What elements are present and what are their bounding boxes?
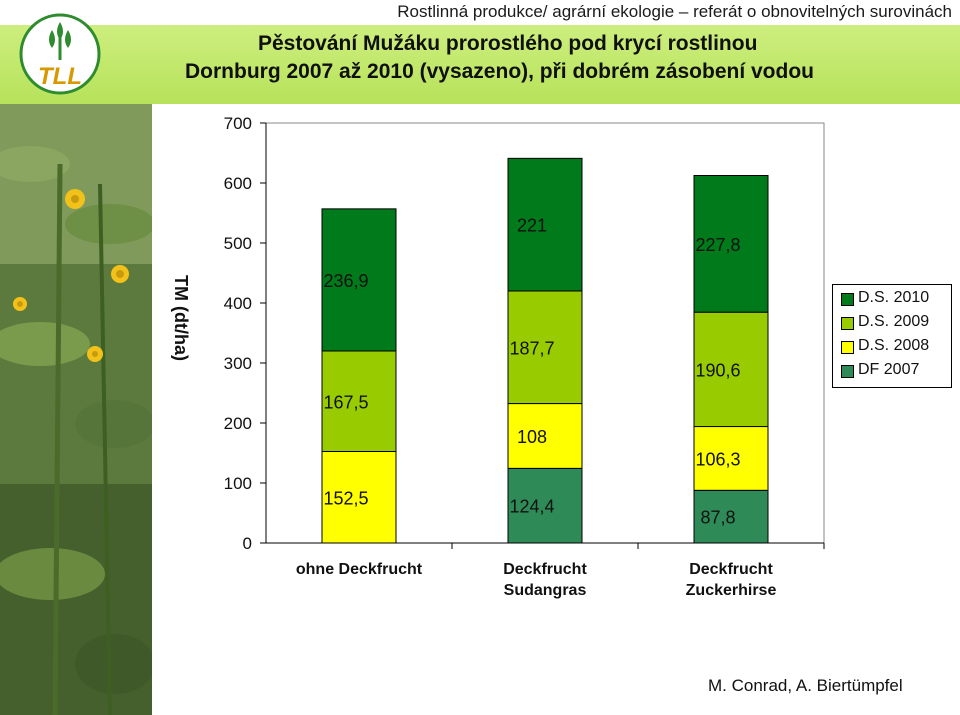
- data-label: 190,6: [695, 360, 740, 380]
- y-tick-label: 0: [243, 534, 252, 553]
- x-tick-label: ohne Deckfrucht: [296, 561, 423, 578]
- page-title-line1: Pěstování Mužáku prorostlého pod krycí r…: [258, 32, 758, 55]
- authors-credit: M. Conrad, A. Biertümpfel: [708, 676, 903, 695]
- data-label: 152,5: [323, 488, 368, 508]
- y-axis-label: TM (dt/ha): [171, 275, 191, 361]
- x-tick-label: Zuckerhirse: [686, 582, 777, 599]
- legend-label: DF 2007: [858, 361, 920, 378]
- legend-swatch: [841, 365, 854, 378]
- data-label: 187,7: [509, 338, 554, 358]
- data-label: 221: [517, 216, 547, 236]
- data-label: 124,4: [509, 497, 554, 517]
- y-tick-label: 100: [224, 474, 252, 493]
- legend-label: D.S. 2008: [858, 337, 930, 354]
- logo-text: TLL: [38, 63, 82, 90]
- bar-segment: [693, 311, 769, 428]
- bar-segment: [693, 175, 769, 313]
- data-label: 236,9: [323, 271, 368, 291]
- bar-segment: [321, 208, 397, 352]
- y-tick-label: 200: [224, 414, 252, 433]
- bar-segment: [507, 157, 583, 292]
- header-banner: Rostlinná produkce/ agrární ekologie – r…: [0, 0, 960, 104]
- x-tick-label: Sudangras: [504, 582, 587, 599]
- x-axis-labels: ohne Deckfrucht Deckfrucht Sudangras Deckfr…: [296, 543, 825, 599]
- y-tick-label: 600: [224, 174, 252, 193]
- bars: 152,5 167,5 236,9 124,4 108 187,7 221 87,8 106,3…: [321, 157, 769, 544]
- bar-segment: [693, 426, 769, 491]
- bar-segment: [693, 489, 769, 544]
- legend-swatch: [841, 293, 854, 306]
- x-tick-label: Deckfrucht: [689, 561, 773, 578]
- page-title-line2: Dornburg 2007 až 2010 (vysazeno), při do…: [185, 60, 814, 83]
- y-tick-label: 700: [224, 114, 252, 133]
- y-tick-label: 500: [224, 234, 252, 253]
- data-label: 227,8: [695, 235, 740, 255]
- legend-label: D.S. 2009: [858, 313, 930, 330]
- legend-swatch: [841, 317, 854, 330]
- data-label: 87,8: [700, 508, 735, 528]
- plant-photo: [0, 104, 152, 715]
- header-topline: Rostlinná produkce/ agrární ekologie – r…: [397, 2, 952, 21]
- data-label: 108: [517, 427, 547, 447]
- bar-segment: [507, 403, 583, 469]
- y-tick-label: 400: [224, 294, 252, 313]
- legend-label: D.S. 2010: [858, 289, 930, 306]
- legend-swatch: [841, 341, 854, 354]
- x-tick-label: Deckfrucht: [503, 561, 587, 578]
- data-label: 167,5: [323, 392, 368, 412]
- bar-segment: [507, 290, 583, 405]
- header-top-strip: [0, 0, 960, 25]
- bar-segment: [507, 467, 583, 544]
- y-tick-label: 300: [224, 354, 252, 373]
- data-label: 106,3: [695, 449, 740, 469]
- tll-logo-icon: TLL: [19, 13, 101, 95]
- legend: D.S. 2010 D.S. 2009 D.S. 2008 DF 2007: [832, 284, 952, 388]
